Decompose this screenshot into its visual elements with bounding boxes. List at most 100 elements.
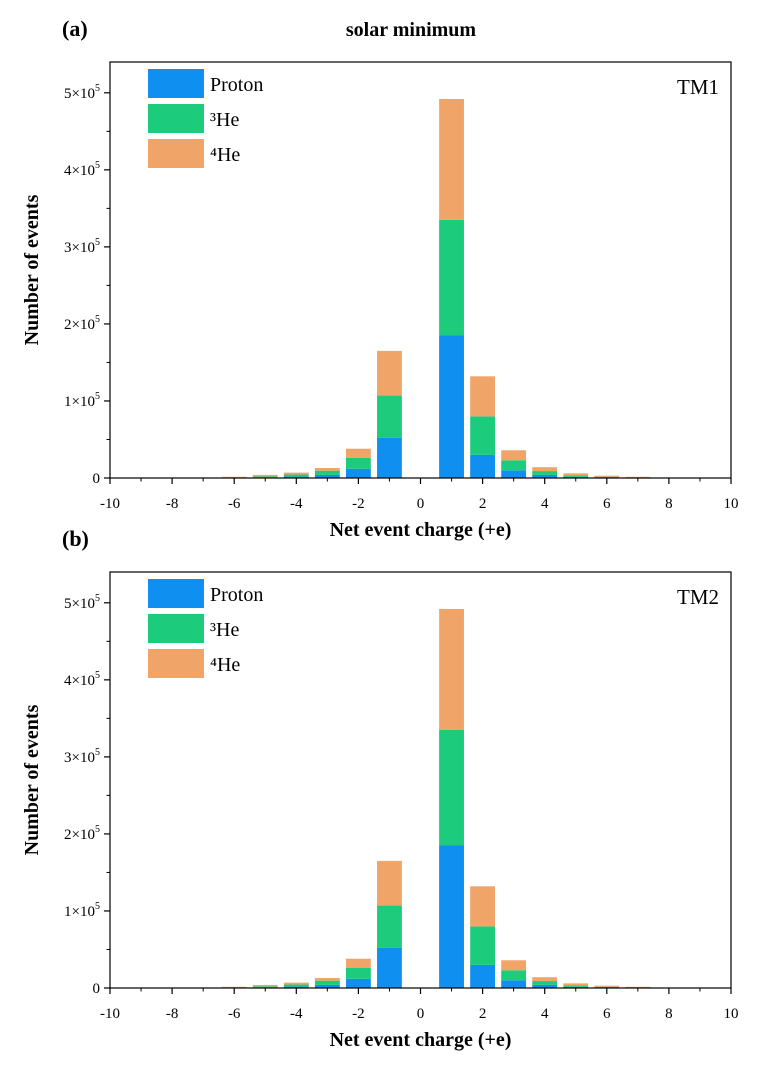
- legend-label-proton: Proton: [210, 74, 263, 96]
- bar-he3-x-1: [377, 905, 402, 948]
- y-tick-mantissa: 1×10: [64, 904, 95, 920]
- y-tick-label: 1×105: [64, 391, 100, 410]
- bar-proton-x-4: [283, 986, 309, 988]
- bar-he4-x-1: [377, 350, 402, 396]
- bar-he3-x-3: [314, 470, 340, 475]
- bar-he4-x5: [563, 983, 589, 986]
- y-tick-exponent: 5: [95, 593, 100, 604]
- bar-he3-x4: [532, 471, 558, 475]
- bar-he4-x3: [501, 960, 527, 971]
- bar-he3-x-2: [345, 967, 371, 979]
- bar-he3-x6: [594, 476, 620, 478]
- bar-he3-x1: [439, 729, 464, 846]
- y-tick-mantissa: 4×10: [64, 673, 95, 689]
- x-tick-label: 8: [665, 1006, 673, 1022]
- x-tick-label: 0: [417, 496, 425, 512]
- bar-he4-x2: [470, 886, 496, 927]
- y-tick-mantissa: 5×10: [64, 86, 95, 102]
- bar-he3-x4: [532, 981, 558, 985]
- y-tick-exponent: 5: [95, 747, 100, 758]
- x-tick-label: 10: [724, 496, 739, 512]
- y-tick-label: 3×105: [64, 747, 100, 766]
- bar-he4-x-4: [283, 982, 309, 985]
- legend-label-proton: Proton: [210, 584, 263, 606]
- bar-he3-x-2: [345, 457, 371, 469]
- bar-proton-x3: [501, 470, 527, 478]
- bar-he4-x-5: [252, 984, 278, 987]
- legend-swatch-proton: [148, 579, 204, 608]
- bar-proton-x1: [439, 335, 464, 478]
- x-tick-label: -6: [228, 1006, 241, 1022]
- bar-he4-x-2: [345, 958, 371, 968]
- legend-swatch-he3: [148, 104, 204, 133]
- y-tick-exponent: 5: [95, 160, 100, 171]
- bar-he4-x2: [470, 376, 496, 417]
- bar-he3-x-3: [314, 980, 340, 985]
- y-tick-mantissa: 3×10: [64, 750, 95, 766]
- x-tick-label: 6: [603, 1006, 611, 1022]
- y-tick-exponent: 5: [95, 824, 100, 835]
- legend: Proton ³He ⁴He: [148, 579, 263, 678]
- y-tick-label: 0: [93, 981, 101, 997]
- x-tick-label: -4: [290, 1006, 303, 1022]
- x-tick-label: -6: [228, 496, 241, 512]
- y-tick-label: 4×105: [64, 670, 100, 689]
- x-tick-label: -8: [166, 496, 179, 512]
- y-tick-exponent: 5: [95, 237, 100, 248]
- y-tick-mantissa: 2×10: [64, 317, 95, 333]
- bar-he4-x-5: [252, 474, 278, 477]
- y-tick-exponent: 5: [95, 391, 100, 402]
- y-tick-label: 3×105: [64, 237, 100, 256]
- y-tick-label: 0: [93, 471, 101, 487]
- bar-he4-x4: [532, 467, 558, 472]
- y-tick-label: 5×105: [64, 593, 100, 612]
- bar-he4-x1: [439, 608, 464, 730]
- bar-proton-x3: [501, 980, 527, 988]
- y-tick-mantissa: 2×10: [64, 827, 95, 843]
- bar-he3-x-4: [283, 474, 309, 477]
- x-axis-title: Net event charge (+e): [330, 519, 512, 541]
- y-tick-mantissa: 5×10: [64, 596, 95, 612]
- bar-he4-x7: [625, 986, 651, 988]
- bar-proton-x2: [470, 964, 496, 988]
- y-tick-mantissa: 3×10: [64, 240, 95, 256]
- bar-he3-x-5: [252, 986, 278, 988]
- legend-label-he3: ³He: [210, 619, 239, 641]
- legend-label-he4: ⁴He: [210, 144, 240, 166]
- x-tick-label: 2: [479, 1006, 487, 1022]
- y-tick-mantissa: 0: [93, 981, 101, 997]
- y-tick-exponent: 5: [95, 901, 100, 912]
- bar-proton-x-3: [314, 474, 340, 478]
- y-axis-title: Number of events: [21, 194, 43, 345]
- bar-he3-x-5: [252, 476, 278, 478]
- bar-he4-x4: [532, 977, 558, 982]
- bar-he4-x6: [594, 985, 620, 987]
- y-tick-exponent: 5: [95, 83, 100, 94]
- bar-he4-x-2: [345, 448, 371, 458]
- y-tick-label: 4×105: [64, 160, 100, 179]
- y-tick-mantissa: 0: [93, 471, 101, 487]
- bar-proton-x1: [439, 845, 464, 988]
- bar-he3-x3: [501, 460, 527, 471]
- bar-he4-x-1: [377, 860, 402, 906]
- x-tick-label: -10: [100, 496, 120, 512]
- bar-he4-x-6: [221, 986, 247, 988]
- x-tick-label: -2: [352, 1006, 365, 1022]
- bar-he4-x5: [563, 473, 589, 476]
- y-tick-label: 2×105: [64, 824, 100, 843]
- bar-he3-x3: [501, 970, 527, 981]
- bar-he3-x6: [594, 986, 620, 988]
- panel-label: (b): [62, 526, 89, 551]
- y-tick-exponent: 5: [95, 670, 100, 681]
- bar-he3-x2: [470, 416, 496, 455]
- bar-he3-x5: [563, 475, 589, 477]
- y-tick-mantissa: 1×10: [64, 394, 95, 410]
- legend-label-he3: ³He: [210, 109, 239, 131]
- legend: Proton ³He ⁴He: [148, 69, 263, 168]
- x-tick-label: 4: [541, 1006, 549, 1022]
- x-tick-label: 0: [417, 1006, 425, 1022]
- legend-label-he4: ⁴He: [210, 654, 240, 676]
- panel-annotation: TM2: [677, 585, 719, 609]
- bar-proton-x-4: [283, 476, 309, 478]
